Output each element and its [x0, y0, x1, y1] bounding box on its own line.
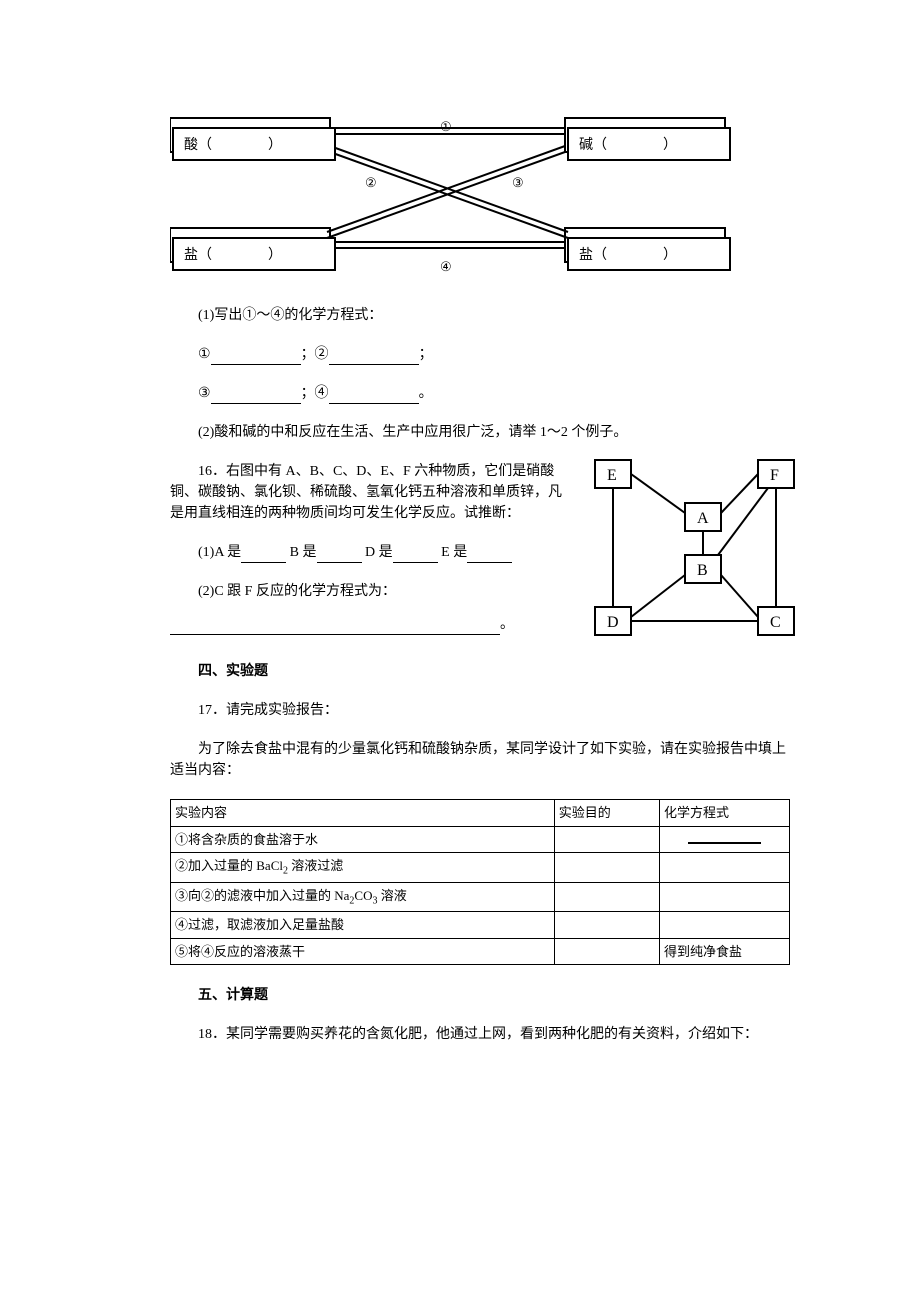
blank-3	[211, 389, 301, 404]
q16-a-label: (1)A 是	[198, 545, 241, 560]
blank-2	[329, 350, 419, 365]
q16-figure: E F A B D C	[590, 455, 800, 652]
q16-e-label: E 是	[441, 545, 467, 560]
box-salt2: 盐（ ）	[567, 237, 731, 271]
blank-a	[241, 548, 286, 563]
cell-dash	[660, 826, 790, 853]
table-row: ④过滤，取滤液加入足量盐酸	[171, 912, 790, 939]
svg-text:A: A	[697, 510, 709, 527]
cell: ⑤将④反应的溶液蒸干	[171, 938, 555, 965]
cell	[554, 826, 659, 853]
blank-e	[467, 548, 512, 563]
box-salt1: 盐（ ）	[172, 237, 336, 271]
svg-text:E: E	[607, 467, 617, 484]
table-row: 实验内容 实验目的 化学方程式	[171, 800, 790, 827]
q15-p1: (1)写出①～④的化学方程式：	[170, 305, 790, 326]
acid-base-salt-diagram: 酸（ ） 碱（ ） 盐（ ） 盐（ ） ① ② ③ ④	[170, 110, 730, 277]
svg-text:F: F	[770, 467, 779, 484]
box-acid: 酸（ ）	[172, 127, 336, 161]
cell: ④过滤，取滤液加入足量盐酸	[171, 912, 555, 939]
q16-p2: (2)C 跟 F 反应的化学方程式为：	[170, 581, 570, 602]
blank-1	[211, 350, 301, 365]
blank-eq	[170, 620, 500, 635]
svg-text:B: B	[697, 562, 708, 579]
q15-line12: ① ；② ；	[170, 344, 790, 365]
q17-desc: 为了除去食盐中混有的少量氯化钙和硫酸钠杂质，某同学设计了如下实验，请在实验报告中…	[170, 739, 790, 781]
svg-text:D: D	[607, 614, 619, 631]
label-3: ③	[512, 173, 524, 193]
cell: ②加入过量的 BaCl2 溶液过滤	[171, 853, 555, 883]
q16-block: 16．右图中有 A、B、C、D、E、F 六种物质，它们是硝酸铜、碳酸钠、氯化钡、…	[170, 461, 790, 635]
cell	[660, 912, 790, 939]
q15-line34: ③ ；④ 。	[170, 383, 790, 404]
table-row: ⑤将④反应的溶液蒸干 得到纯净食盐	[171, 938, 790, 965]
table-row: ③向②的滤液中加入过量的 Na2CO3 溶液	[171, 882, 790, 912]
cell: 得到纯净食盐	[660, 938, 790, 965]
section-5-heading: 五、计算题	[170, 985, 790, 1006]
q15-end34: 。	[419, 386, 433, 401]
cell	[554, 938, 659, 965]
experiment-table: 实验内容 实验目的 化学方程式 ①将含杂质的食盐溶于水 ②加入过量的 BaCl2…	[170, 799, 790, 965]
cell	[554, 853, 659, 883]
cell: ①将含杂质的食盐溶于水	[171, 826, 555, 853]
th-purpose: 实验目的	[554, 800, 659, 827]
blank-b	[317, 548, 362, 563]
section-4-heading: 四、实验题	[170, 661, 790, 682]
box-base: 碱（ ）	[567, 127, 731, 161]
svg-text:C: C	[770, 614, 781, 631]
label-1: ①	[440, 117, 452, 137]
cell	[660, 882, 790, 912]
blank-4	[329, 389, 419, 404]
q15-p2: (2)酸和碱的中和反应在生活、生产中应用很广泛，请举 1～2 个例子。	[170, 422, 790, 443]
q16-p1: (1)A 是 B 是 D 是 E 是	[170, 542, 570, 563]
cell	[660, 853, 790, 883]
table-row: ②加入过量的 BaCl2 溶液过滤	[171, 853, 790, 883]
cell	[554, 912, 659, 939]
label-4: ④	[440, 257, 452, 277]
q16-b-label: B 是	[290, 545, 317, 560]
q16-period: 。	[500, 617, 514, 632]
q15-sep12: ；②	[301, 347, 329, 362]
q16-d-label: D 是	[365, 545, 393, 560]
label-2: ②	[365, 173, 377, 193]
th-equation: 化学方程式	[660, 800, 790, 827]
cell: ③向②的滤液中加入过量的 Na2CO3 溶液	[171, 882, 555, 912]
q15-sep34: ；④	[301, 386, 329, 401]
cell	[554, 882, 659, 912]
table-row: ①将含杂质的食盐溶于水	[171, 826, 790, 853]
q15-n1: ①	[198, 347, 211, 362]
q16-intro: 16．右图中有 A、B、C、D、E、F 六种物质，它们是硝酸铜、碳酸钠、氯化钡、…	[170, 461, 570, 524]
blank-d	[393, 548, 438, 563]
q15-end12: ；	[419, 347, 433, 362]
q17-title: 17．请完成实验报告：	[170, 700, 790, 721]
th-content: 实验内容	[171, 800, 555, 827]
q15-n3: ③	[198, 386, 211, 401]
q18-text: 18．某同学需要购买养花的含氮化肥，他通过上网，看到两种化肥的有关资料，介绍如下…	[170, 1024, 790, 1045]
